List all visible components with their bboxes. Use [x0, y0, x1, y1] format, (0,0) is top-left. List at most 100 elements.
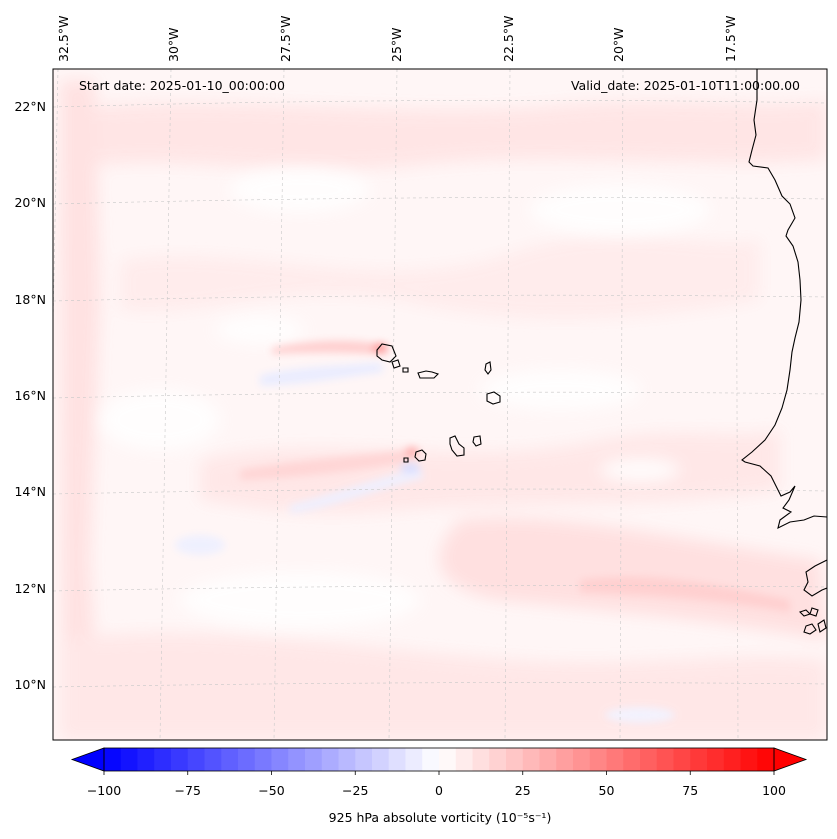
- colorbar-extend-min: [70, 747, 105, 772]
- colorbar-cell: [288, 748, 306, 771]
- colorbar-cell: [422, 748, 440, 771]
- bijagos-islands: [798, 607, 827, 635]
- colorbar-tick-label: −75: [175, 783, 201, 798]
- lon-label: 25°W: [389, 27, 404, 62]
- colorbar-cell: [271, 748, 289, 771]
- africa-coastline: [741, 69, 827, 530]
- field-white-patch: [230, 168, 370, 212]
- colorbar-cell: [673, 748, 691, 771]
- colorbar-cell: [606, 748, 624, 771]
- sal-island: [484, 361, 492, 375]
- lat-label: 20°N: [14, 195, 46, 210]
- colorbar-cell: [187, 748, 205, 771]
- colorbar-tick-label: 100: [762, 783, 786, 798]
- colorbar-cell: [623, 748, 641, 771]
- field-white-patch: [530, 185, 710, 235]
- colorbar-cell: [707, 748, 725, 771]
- coastlines: [376, 69, 827, 635]
- colorbar-cell: [690, 748, 708, 771]
- colorbar-cell: [723, 748, 741, 771]
- sao-nicolau-island: [417, 370, 440, 379]
- colorbar-cell: [137, 748, 155, 771]
- colorbar: −100 −75 −50 −25 0 25 50 75 100 925 hPa …: [70, 747, 808, 825]
- field-negative-wake-north: [260, 362, 384, 386]
- colorbar-cell: [388, 748, 406, 771]
- field-negative-south: [605, 707, 675, 723]
- sao-vicente-island: [391, 359, 401, 369]
- colorbar-tick-label: −100: [87, 783, 121, 798]
- colorbar-tick-label: 0: [435, 783, 443, 798]
- field-negative-wake-south: [290, 468, 424, 514]
- colorbar-extend-max: [773, 747, 808, 772]
- field-white-patch: [215, 316, 305, 344]
- colorbar-cell: [154, 748, 172, 771]
- colorbar-cell: [439, 748, 457, 771]
- field-white-patch: [480, 370, 640, 410]
- brava-island: [403, 457, 409, 463]
- colorbar-tick-label: 25: [515, 783, 531, 798]
- colorbar-cell: [489, 748, 507, 771]
- colorbar-cell: [372, 748, 390, 771]
- maio-island: [472, 435, 482, 447]
- longitude-labels: 32.5°W 30°W 27.5°W 25°W 22.5°W 20°W 17.5…: [56, 16, 738, 62]
- colorbar-cell: [321, 748, 339, 771]
- colorbar-cells: [104, 748, 775, 771]
- field-maximum-santo-antao: [372, 343, 388, 353]
- valid-date-label: Valid_date: 2025-01-10T11:00:00.00: [571, 78, 800, 93]
- santa-luzia-island: [402, 367, 409, 373]
- colorbar-cell: [556, 748, 574, 771]
- field-negative-fogo: [400, 463, 420, 473]
- field-white-patch: [180, 572, 420, 628]
- colorbar-tick-labels: −100 −75 −50 −25 0 25 50 75 100: [87, 783, 786, 798]
- field-band-central: [120, 236, 760, 319]
- colorbar-tick-label: 75: [682, 783, 698, 798]
- lon-label: 30°W: [166, 27, 181, 62]
- field-streak-north-islands: [272, 340, 388, 355]
- colorbar-cell: [656, 748, 674, 771]
- lon-label: 20°W: [611, 27, 626, 62]
- lat-label: 12°N: [14, 581, 46, 596]
- fogo-island: [414, 449, 427, 462]
- field-white-patch: [100, 390, 220, 450]
- colorbar-cell: [104, 748, 122, 771]
- colorbar-cell: [506, 748, 524, 771]
- colorbar-tick-label: 50: [599, 783, 615, 798]
- colorbar-cell: [238, 748, 256, 771]
- start-date-label: Start date: 2025-01-10_00:00:00: [79, 78, 285, 93]
- colorbar-cell: [589, 748, 607, 771]
- lon-label: 27.5°W: [278, 16, 293, 62]
- colorbar-cell: [221, 748, 239, 771]
- colorbar-cell: [120, 748, 138, 771]
- colorbar-cell: [573, 748, 591, 771]
- latitude-labels: 22°N 20°N 18°N 16°N 14°N 12°N 10°N: [14, 99, 46, 692]
- lon-label: 22.5°W: [501, 16, 516, 62]
- map-frame: [52, 68, 828, 741]
- colorbar-cell: [539, 748, 557, 771]
- colorbar-cell: [455, 748, 473, 771]
- boa-vista-island: [486, 391, 501, 405]
- colorbar-cell: [204, 748, 222, 771]
- lat-label: 14°N: [14, 484, 46, 499]
- map-panel: Start date: 2025-01-10_00:00:00 Valid_da…: [52, 68, 828, 741]
- field-band-west: [60, 80, 100, 730]
- colorbar-cell: [740, 748, 758, 771]
- colorbar-cell: [472, 748, 490, 771]
- colorbar-title: 925 hPa absolute vorticity (10⁻⁵s⁻¹): [329, 810, 552, 825]
- lat-label: 10°N: [14, 677, 46, 692]
- santo-antao-island: [376, 343, 397, 363]
- lon-label: 17.5°W: [723, 16, 738, 62]
- santiago-island: [449, 435, 465, 457]
- field-white-patch: [600, 458, 680, 482]
- lat-label: 16°N: [14, 388, 46, 403]
- colorbar-cell: [640, 748, 658, 771]
- colorbar-cell: [305, 748, 323, 771]
- colorbar-cell: [757, 748, 775, 771]
- guinea-bissau-coastline: [803, 559, 827, 597]
- lon-label: 32.5°W: [56, 16, 71, 62]
- colorbar-cell: [355, 748, 373, 771]
- colorbar-ticks: [103, 771, 775, 775]
- colorbar-cell: [405, 748, 423, 771]
- colorbar-tick-label: −25: [342, 783, 368, 798]
- colorbar-cell: [522, 748, 540, 771]
